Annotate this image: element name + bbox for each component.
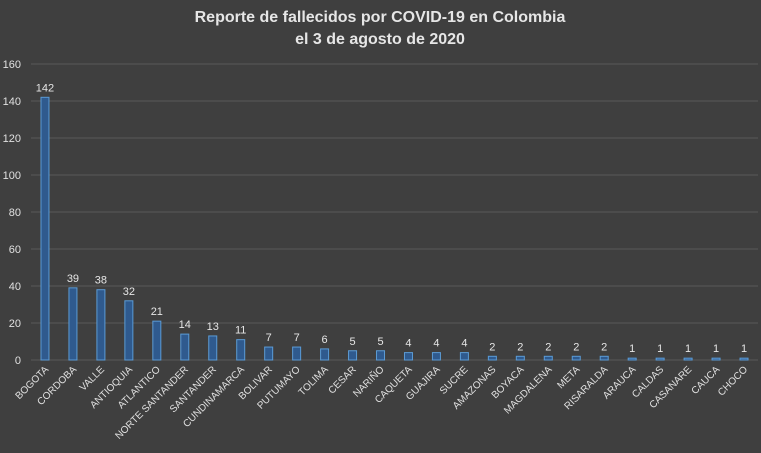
- data-label: 1: [629, 343, 635, 355]
- bar: [599, 355, 609, 361]
- bar: [431, 352, 441, 361]
- data-label: 38: [95, 275, 107, 287]
- data-label: 2: [517, 341, 523, 353]
- bar: [543, 355, 553, 361]
- bar: [711, 357, 721, 361]
- y-tick-label: 60: [9, 244, 21, 256]
- data-label: 32: [123, 286, 135, 298]
- bar: [348, 350, 358, 361]
- bar: [292, 346, 302, 361]
- bar: [320, 348, 330, 361]
- data-label: 2: [601, 341, 607, 353]
- data-label: 11: [235, 325, 246, 337]
- bar: [236, 339, 246, 361]
- bar: [208, 335, 218, 361]
- data-label: 4: [405, 338, 411, 350]
- bar: [180, 333, 190, 361]
- gridlines: [31, 63, 758, 361]
- y-tick-label: 0: [15, 355, 21, 367]
- bars: [40, 96, 749, 361]
- y-axis-ticks: 0 20 40 60 80 100 120 140 160: [3, 59, 21, 367]
- data-label: 2: [545, 341, 551, 353]
- y-tick-label: 20: [9, 318, 21, 330]
- data-label: 4: [461, 338, 467, 350]
- y-tick-label: 160: [3, 59, 21, 71]
- data-label: 142: [36, 82, 54, 94]
- data-label: 7: [266, 332, 272, 344]
- bar: [739, 357, 749, 361]
- bar: [683, 357, 693, 361]
- y-tick-label: 100: [3, 170, 21, 182]
- data-label: 21: [151, 306, 163, 318]
- y-tick-label: 80: [9, 207, 21, 219]
- bar: [68, 287, 78, 361]
- data-label: 7: [294, 332, 300, 344]
- data-label: 14: [179, 319, 191, 331]
- data-label: 1: [685, 343, 691, 355]
- bar: [264, 346, 274, 361]
- data-label: 13: [207, 321, 219, 333]
- data-label: 5: [349, 336, 355, 348]
- data-label: 1: [713, 343, 719, 355]
- bar: [571, 355, 581, 361]
- bar: [96, 289, 106, 361]
- bar: [515, 355, 525, 361]
- data-label: 2: [573, 341, 579, 353]
- bar: [40, 96, 50, 361]
- bar: [124, 300, 134, 361]
- data-label: 6: [322, 334, 328, 346]
- bar: [459, 352, 469, 361]
- data-label: 1: [741, 343, 747, 355]
- bar: [376, 350, 386, 361]
- data-label: 2: [489, 341, 495, 353]
- bar: [152, 320, 162, 361]
- y-tick-label: 140: [3, 96, 21, 108]
- data-label: 39: [67, 273, 79, 285]
- chart-title-line-2: el 3 de agosto de 2020: [295, 31, 465, 48]
- chart-title-line-1: Reporte de fallecidos por COVID-19 en Co…: [195, 9, 566, 26]
- y-tick-label: 40: [9, 281, 21, 293]
- y-tick-label: 120: [3, 133, 21, 145]
- bar: [403, 352, 413, 361]
- data-label: 1: [657, 343, 663, 355]
- bar: [627, 357, 637, 361]
- bar: [655, 357, 665, 361]
- data-label: 5: [377, 336, 383, 348]
- bar: [487, 355, 497, 361]
- data-label: 4: [433, 338, 439, 350]
